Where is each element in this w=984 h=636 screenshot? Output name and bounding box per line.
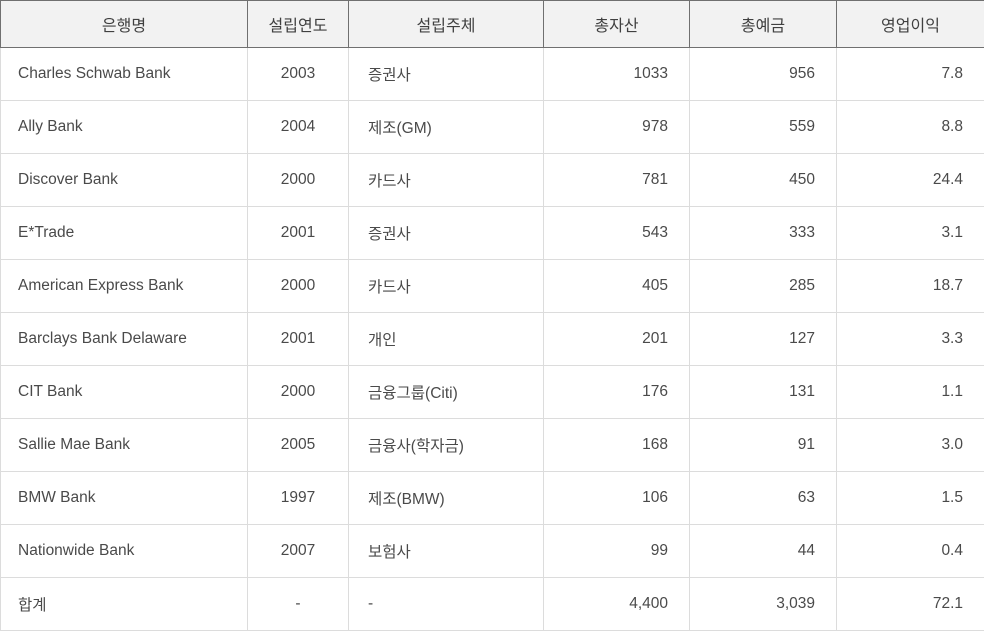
cell-founding-year: 2000 [247, 259, 349, 313]
cell-bank-name: Charles Schwab Bank [0, 47, 248, 101]
cell-total-assets: 543 [543, 206, 690, 260]
cell-operating-profit: 0.4 [836, 524, 984, 578]
table-row: BMW Bank 1997 제조(BMW) 106 63 1.5 [0, 471, 984, 525]
cell-total-assets: 201 [543, 312, 690, 366]
cell-founder-type: - [348, 577, 544, 631]
cell-total-deposits: 63 [689, 471, 837, 525]
cell-founder-type: 금융그룹(Citi) [348, 365, 544, 419]
cell-founding-year: 2003 [247, 47, 349, 101]
cell-founder-type: 보험사 [348, 524, 544, 578]
cell-operating-profit: 8.8 [836, 100, 984, 154]
cell-total-assets: 106 [543, 471, 690, 525]
col-header-total-assets: 총자산 [543, 0, 690, 48]
cell-founding-year: 2007 [247, 524, 349, 578]
cell-total-assets: 978 [543, 100, 690, 154]
col-header-operating-profit: 영업이익 [836, 0, 984, 48]
table-body: Charles Schwab Bank 2003 증권사 1033 956 7.8 Ally… [0, 47, 984, 631]
cell-total-assets: 1033 [543, 47, 690, 101]
table-row: American Express Bank 2000 카드사 405 285 18.7 [0, 259, 984, 313]
cell-founding-year: 2001 [247, 312, 349, 366]
cell-founder-type: 증권사 [348, 47, 544, 101]
cell-operating-profit: 3.0 [836, 418, 984, 472]
cell-total-deposits: 285 [689, 259, 837, 313]
cell-total-deposits: 956 [689, 47, 837, 101]
cell-total-assets: 405 [543, 259, 690, 313]
cell-total-deposits: 131 [689, 365, 837, 419]
cell-total-assets: 781 [543, 153, 690, 207]
cell-bank-name: Barclays Bank Delaware [0, 312, 248, 366]
cell-founding-year: 2000 [247, 153, 349, 207]
cell-operating-profit: 7.8 [836, 47, 984, 101]
table-row: E*Trade 2001 증권사 543 333 3.1 [0, 206, 984, 260]
col-header-total-deposits: 총예금 [689, 0, 837, 48]
cell-total-deposits: 127 [689, 312, 837, 366]
cell-total-assets: 4,400 [543, 577, 690, 631]
cell-operating-profit: 72.1 [836, 577, 984, 631]
cell-total-deposits: 3,039 [689, 577, 837, 631]
cell-bank-name: E*Trade [0, 206, 248, 260]
cell-operating-profit: 18.7 [836, 259, 984, 313]
cell-total-deposits: 559 [689, 100, 837, 154]
cell-bank-name: CIT Bank [0, 365, 248, 419]
cell-founder-type: 카드사 [348, 259, 544, 313]
cell-total-deposits: 333 [689, 206, 837, 260]
totals-row: 합계 - -4,400 3,039 72.1 [0, 577, 984, 631]
cell-total-assets: 168 [543, 418, 690, 472]
table-row: Ally Bank 2004 제조(GM) 978 559 8.8 [0, 100, 984, 154]
cell-founding-year: 1997 [247, 471, 349, 525]
cell-bank-name: Nationwide Bank [0, 524, 248, 578]
cell-founder-type: 제조(BMW) [348, 471, 544, 525]
cell-founder-type: 개인 [348, 312, 544, 366]
cell-founder-type: 금융사(학자금) [348, 418, 544, 472]
cell-founding-year: 2001 [247, 206, 349, 260]
col-header-bank-name: 은행명 [0, 0, 248, 48]
cell-total-deposits: 450 [689, 153, 837, 207]
cell-operating-profit: 24.4 [836, 153, 984, 207]
table-row: Sallie Mae Bank 2005 금융사(학자금) 168 91 3.0 [0, 418, 984, 472]
col-header-founder-type: 설립주체 [348, 0, 544, 48]
cell-bank-name: American Express Bank [0, 259, 248, 313]
cell-operating-profit: 1.5 [836, 471, 984, 525]
cell-bank-name: Ally Bank [0, 100, 248, 154]
cell-founding-year: 2000 [247, 365, 349, 419]
cell-bank-name: 합계 [0, 577, 248, 631]
table-row: Discover Bank 2000 카드사 781 450 24.4 [0, 153, 984, 207]
cell-operating-profit: 3.1 [836, 206, 984, 260]
cell-total-deposits: 44 [689, 524, 837, 578]
cell-bank-name: Sallie Mae Bank [0, 418, 248, 472]
cell-operating-profit: 3.3 [836, 312, 984, 366]
cell-founder-type: 증권사 [348, 206, 544, 260]
table-row: Nationwide Bank 2007 보험사 99 44 0.4 [0, 524, 984, 578]
col-header-founding-year: 설립연도 [247, 0, 349, 48]
header-row: 은행명 설립연도 설립주체 총자산 총예금 영업이익 [0, 0, 984, 48]
cell-total-deposits: 91 [689, 418, 837, 472]
table-row: Charles Schwab Bank 2003 증권사 1033 956 7.8 [0, 47, 984, 101]
cell-founding-year: - [247, 577, 349, 631]
cell-founder-type: 카드사 [348, 153, 544, 207]
cell-total-assets: 99 [543, 524, 690, 578]
table-row: CIT Bank 2000 금융그룹(Citi) 176 131 1.1 [0, 365, 984, 419]
cell-total-assets: 176 [543, 365, 690, 419]
cell-founding-year: 2005 [247, 418, 349, 472]
cell-bank-name: BMW Bank [0, 471, 248, 525]
cell-founder-type: 제조(GM) [348, 100, 544, 154]
table-row: Barclays Bank Delaware 2001 개인 201 127 3.3 [0, 312, 984, 366]
cell-operating-profit: 1.1 [836, 365, 984, 419]
cell-founding-year: 2004 [247, 100, 349, 154]
cell-bank-name: Discover Bank [0, 153, 248, 207]
